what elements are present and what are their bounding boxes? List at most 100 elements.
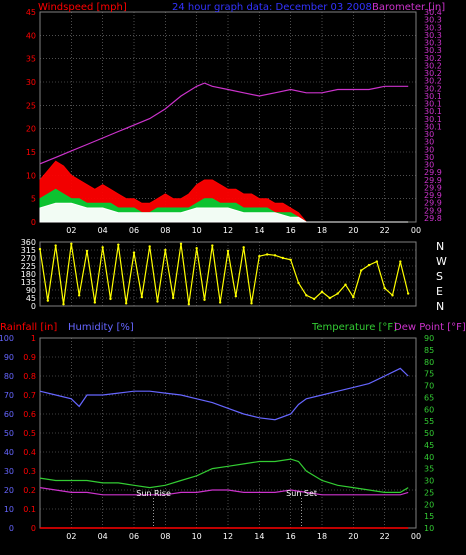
humidity-y-tick: 0 <box>9 524 14 533</box>
dewpoint-label: Dew Point [°F] <box>394 322 466 333</box>
barometer-y-tick: 30.2 <box>424 77 442 86</box>
climate-panel-x-tick: 14 <box>254 532 264 541</box>
wind-direction-point <box>85 249 89 253</box>
temperature-y-tick: 55 <box>424 417 434 426</box>
climate-panel-x-tick: 04 <box>98 532 108 541</box>
barometer-label: Barometer [in] <box>372 2 446 13</box>
humidity-y-tick: 30 <box>4 467 14 476</box>
climate-panel-x-tick: 12 <box>223 532 233 541</box>
wind-y-tick: 10 <box>26 171 36 180</box>
wind-direction-point <box>117 243 120 246</box>
climate-panel-x-tick: 16 <box>286 532 296 541</box>
wind-direction-point <box>109 297 112 301</box>
compass-label: S <box>436 270 443 283</box>
wind-y-tick: 35 <box>26 55 36 64</box>
wind-direction-point <box>93 301 97 304</box>
direction-y-tick: 270 <box>21 254 36 263</box>
barometer-y-tick: 29.9 <box>424 168 442 177</box>
barometer-line <box>39 82 409 165</box>
temperature-y-tick: 25 <box>424 488 434 497</box>
wind-panel-x-tick: 04 <box>98 226 108 235</box>
barometer-y-tick: 29.9 <box>424 191 442 200</box>
direction-y-tick: 0 <box>31 302 36 311</box>
rainfall-label: Rainfall [in] <box>0 322 58 333</box>
wind-direction-point <box>164 248 167 252</box>
wind-direction-point <box>336 292 339 295</box>
barometer-y-tick: 30.4 <box>424 8 442 17</box>
wind-direction-point <box>54 244 57 247</box>
temperature-y-tick: 90 <box>424 334 434 343</box>
barometer-y-tick: 30.3 <box>424 46 442 55</box>
wind-direction-point <box>359 269 363 272</box>
barometer-y-tick: 30.2 <box>424 69 442 78</box>
wind-direction-point <box>62 303 65 306</box>
temperature-y-tick: 75 <box>424 370 434 379</box>
wind-direction-line <box>39 243 409 305</box>
wind-panel-x-tick: 16 <box>286 226 296 235</box>
rainfall-y-tick: 0 <box>31 524 36 533</box>
windspeed-label: Windspeed [mph] <box>38 2 127 13</box>
temperature-y-tick: 50 <box>424 429 434 438</box>
wind-direction-point <box>258 255 261 258</box>
wind-direction-point <box>211 244 214 247</box>
temperature-y-tick: 80 <box>424 358 434 367</box>
barometer-y-tick: 29.9 <box>424 206 442 215</box>
barometer-y-tick: 30.3 <box>424 23 442 32</box>
barometer-y-tick: 29.9 <box>424 176 442 185</box>
climate-panel-x-tick: 00 <box>411 532 421 541</box>
wind-direction-point <box>242 246 245 249</box>
wind-panel-x-tick: 06 <box>129 226 139 235</box>
humidity-line <box>39 367 409 421</box>
temperature-y-tick: 15 <box>424 512 434 521</box>
humidity-y-tick: 10 <box>4 505 14 514</box>
temperature-line <box>39 458 409 493</box>
temperature-y-tick: 20 <box>424 500 434 509</box>
direction-y-tick: 45 <box>26 294 36 303</box>
rainfall-y-tick: 0.2 <box>23 486 36 495</box>
climate-panel-x-tick: 20 <box>348 532 358 541</box>
direction-y-tick: 135 <box>21 278 36 287</box>
climate-panel-x-tick: 06 <box>129 532 139 541</box>
wind-direction-point <box>297 281 300 285</box>
rainfall-y-tick: 0.5 <box>23 429 36 438</box>
compass-label: E <box>436 285 443 298</box>
wind-panel-x-tick: 22 <box>380 226 390 235</box>
humidity-y-tick: 40 <box>4 448 14 457</box>
temperature-y-tick: 65 <box>424 393 434 402</box>
humidity-label: Humidity [%] <box>68 322 134 333</box>
climate-panel-x-tick: 10 <box>192 532 202 541</box>
wind-direction-point <box>375 260 379 263</box>
wind-y-tick: 15 <box>26 148 36 157</box>
wind-direction-point <box>124 302 128 305</box>
temperature-y-tick: 10 <box>424 524 434 533</box>
temperature-y-tick: 60 <box>424 405 434 414</box>
direction-y-tick: 360 <box>21 238 36 247</box>
rainfall-y-tick: 0.3 <box>23 467 36 476</box>
compass-label: N <box>436 240 444 253</box>
rainfall-y-tick: 0.9 <box>23 353 36 362</box>
barometer-y-tick: 30.2 <box>424 61 442 70</box>
chart-title: 24 hour graph data: December 03 2008 <box>172 2 372 13</box>
barometer-y-tick: 30.1 <box>424 107 442 116</box>
sunrise-label: Sun Rise <box>136 489 171 498</box>
wind-direction-point <box>140 295 144 299</box>
wind-average-area <box>39 202 409 223</box>
wind-direction-point <box>195 247 198 250</box>
wind-direction-point <box>46 299 50 302</box>
wind-direction-point <box>70 242 73 245</box>
temperature-y-tick: 85 <box>424 346 434 355</box>
wind-panel-x-tick: 00 <box>411 226 421 235</box>
wind-direction-point <box>132 251 136 254</box>
temperature-y-tick: 30 <box>424 477 434 486</box>
temperature-y-tick: 35 <box>424 465 434 474</box>
wind-panel-x-tick: 20 <box>348 226 358 235</box>
barometer-y-tick: 30 <box>424 130 434 139</box>
humidity-y-tick: 80 <box>4 372 14 381</box>
direction-y-tick: 90 <box>26 286 36 295</box>
climate-panel-frame <box>39 337 417 529</box>
wind-direction-point <box>406 292 410 295</box>
rainfall-y-tick: 0.4 <box>23 448 36 457</box>
climate-panel-x-tick: 02 <box>66 532 76 541</box>
